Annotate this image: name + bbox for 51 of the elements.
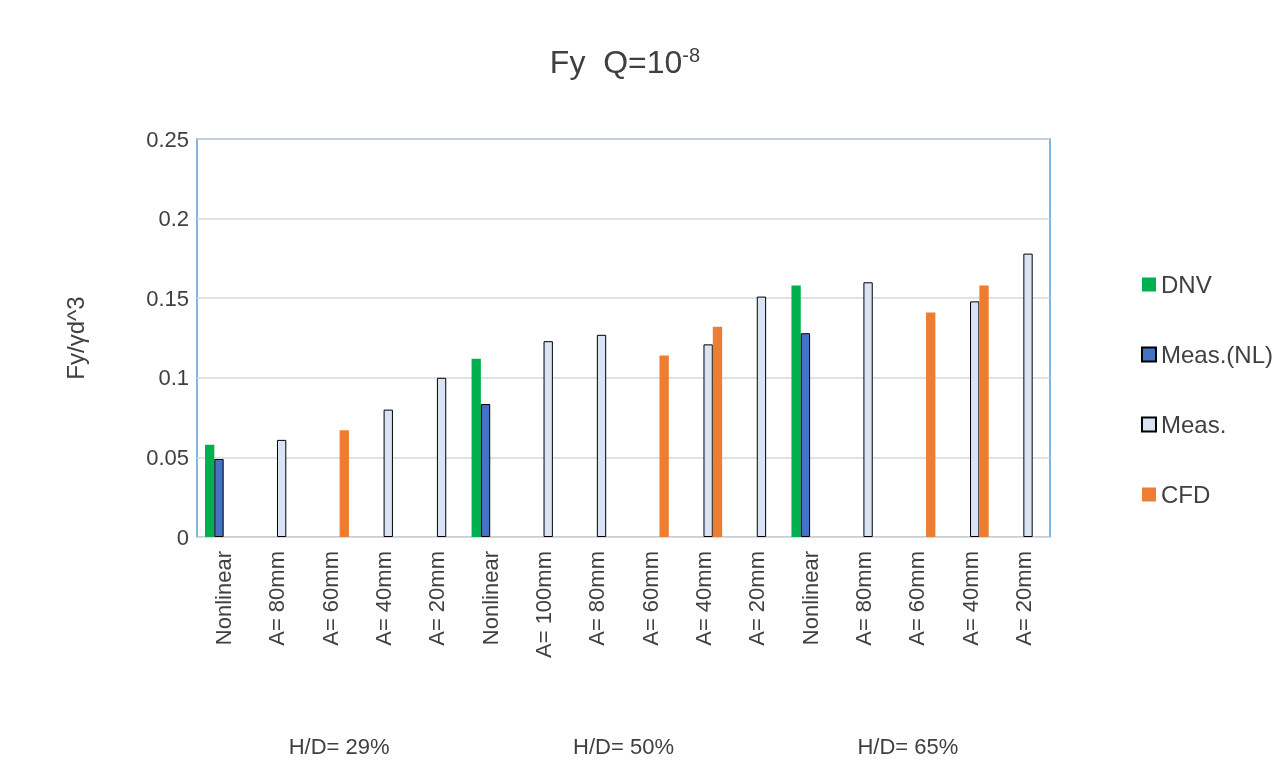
bar (926, 312, 936, 537)
x-tick-label: A= 60mm (637, 551, 663, 646)
legend-label: CFD (1160, 481, 1211, 508)
bar (543, 341, 553, 537)
bar (480, 404, 491, 537)
bar (471, 358, 481, 537)
y-tick-label: 0.15 (146, 285, 189, 311)
x-tick-label: A= 60mm (904, 551, 930, 646)
text: H/D= 50% (573, 733, 674, 759)
text: H/D= 29% (288, 733, 390, 759)
legend-label: Meas. (1160, 411, 1227, 438)
x-tick-label: Nonlinear (477, 551, 503, 646)
x-tick-label: A= 80mm (264, 551, 290, 646)
y-tick-label: 0.25 (146, 126, 189, 152)
y-axis-title: Fy/γd^3 (61, 296, 89, 380)
x-tick-label: Nonlinear (211, 551, 237, 646)
y-tick-label: 0.2 (158, 206, 189, 232)
bar (436, 377, 447, 537)
legend-label: Meas.(NL) (1160, 341, 1274, 368)
bar (703, 344, 713, 537)
bar (383, 409, 393, 537)
x-tick-label: A= 40mm (957, 551, 983, 646)
bar (712, 326, 723, 537)
x-tick-label: A= 100mm (531, 551, 557, 658)
bar (339, 430, 349, 537)
bar (800, 333, 811, 537)
bar (659, 355, 669, 537)
bar (596, 334, 607, 537)
bar (756, 296, 767, 537)
bar (863, 282, 873, 537)
x-tick-label: A= 20mm (1010, 551, 1036, 646)
x-tick-label: A= 40mm (690, 551, 716, 646)
x-tick-label: A= 80mm (584, 551, 610, 646)
y-tick-label: 0 (176, 524, 189, 550)
bar (970, 301, 980, 537)
text: H/D= 65% (857, 733, 959, 759)
bar (214, 458, 224, 537)
x-tick-label: A= 80mm (850, 551, 876, 646)
legend-label: DNV (1160, 271, 1212, 298)
bar (791, 285, 801, 537)
y-tick-label: 0.1 (158, 365, 189, 391)
x-tick-label: A= 20mm (424, 551, 450, 646)
bar (205, 444, 215, 537)
bar (1023, 253, 1033, 537)
y-tick-label: 0.05 (146, 444, 189, 470)
bar (979, 285, 989, 537)
bar (276, 439, 287, 537)
x-tick-label: Nonlinear (797, 551, 823, 646)
x-tick-label: A= 40mm (371, 551, 397, 646)
x-tick-label: A= 20mm (744, 551, 770, 646)
x-tick-label: A= 60mm (317, 551, 343, 646)
